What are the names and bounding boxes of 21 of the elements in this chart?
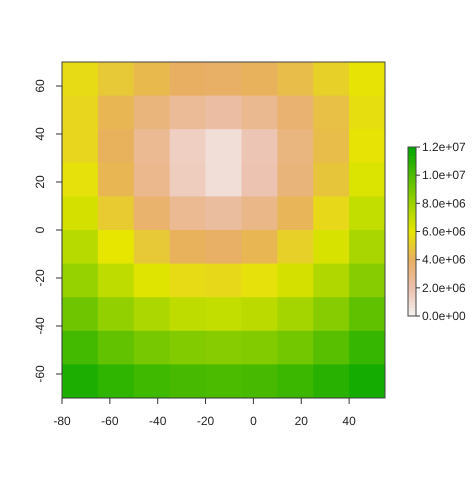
x-tick-label: -60 — [101, 414, 119, 428]
color-bar-label: 0.0e+00 — [422, 309, 466, 323]
color-bar-label: 2.0e+06 — [422, 280, 466, 295]
x-tick-label: -40 — [149, 414, 167, 428]
y-tick-label: 0 — [33, 226, 47, 234]
y-tick-label: -20 — [33, 269, 47, 287]
color-bar-label: 4.0e+06 — [422, 252, 466, 267]
x-tick-label: -80 — [53, 414, 71, 428]
x-tick-label: 20 — [294, 414, 308, 428]
color-bar-label: 8.0e+06 — [422, 196, 466, 210]
y-tick-label: -60 — [33, 365, 47, 383]
y-tick-label: 20 — [33, 175, 47, 189]
y-tick-label: -40 — [33, 317, 47, 335]
x-tick-label: 40 — [342, 414, 356, 428]
color-bar-label: 6.0e+06 — [422, 224, 466, 238]
x-tick-label: -20 — [196, 414, 215, 428]
y-tick-label: 40 — [33, 127, 47, 141]
color-bar-label: 1.2e+07 — [422, 140, 466, 154]
x-tick-label: 0 — [250, 414, 258, 428]
y-tick-label: 60 — [33, 79, 47, 93]
color-bar-label: 1.0e+07 — [422, 168, 466, 182]
